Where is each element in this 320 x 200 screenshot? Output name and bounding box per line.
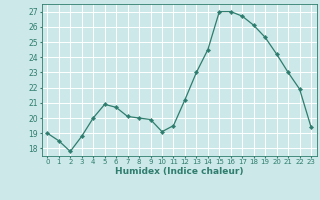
X-axis label: Humidex (Indice chaleur): Humidex (Indice chaleur) (115, 167, 244, 176)
